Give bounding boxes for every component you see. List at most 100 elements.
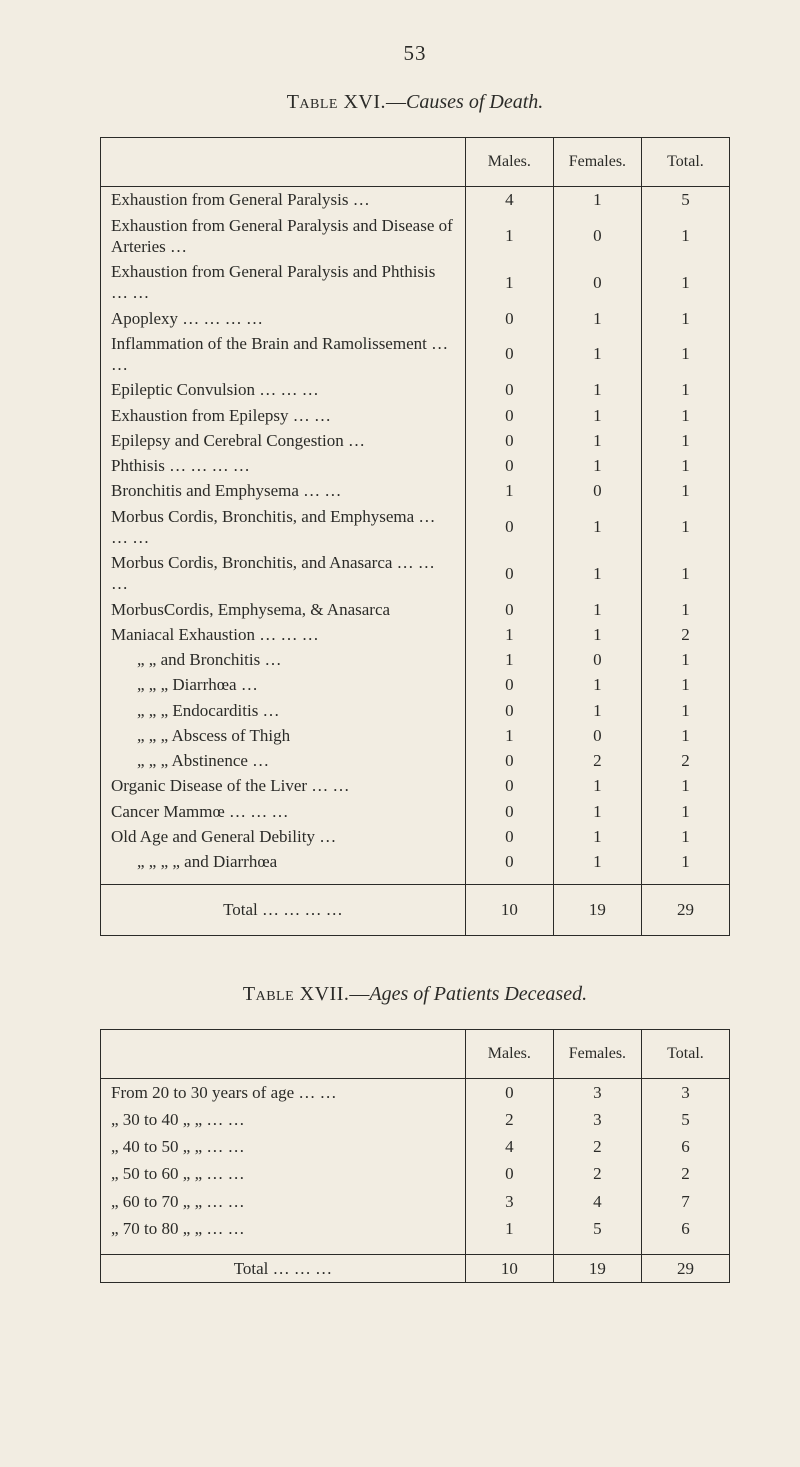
table16-total-cell: 1 (641, 331, 729, 378)
table17-total-cell: 6 (641, 1215, 729, 1242)
table17: Males. Females. Total. From 20 to 30 yea… (100, 1029, 730, 1284)
table17-title: Table XVII.—Ages of Patients Deceased. (100, 982, 730, 1007)
table16-total-cell: 1 (641, 213, 729, 260)
table16-males-cell: 0 (465, 698, 553, 723)
table17-males-cell: 3 (465, 1188, 553, 1215)
table17-males-cell: 4 (465, 1133, 553, 1160)
table16-total-cell: 1 (641, 453, 729, 478)
table16-males-cell: 1 (465, 622, 553, 647)
table16-total-cell: 1 (641, 824, 729, 849)
table17-row: „ 50 to 60 „ „ … …022 (101, 1160, 730, 1187)
table16-total-cell: 1 (641, 550, 729, 597)
table16-males-cell: 1 (465, 647, 553, 672)
table17-females-cell: 5 (553, 1215, 641, 1242)
table16-label: Epileptic Convulsion … … … (101, 377, 466, 402)
table17-total-f: 19 (553, 1255, 641, 1283)
table16-row: „ „ „ Abstinence …022 (101, 748, 730, 773)
table16-label: „ „ „ Diarrhœa … (101, 672, 466, 697)
table16: Males. Females. Total. Exhaustion from G… (100, 137, 730, 935)
table16-total-t: 29 (641, 885, 729, 935)
table16-total-cell: 5 (641, 187, 729, 213)
table16-title-dash: — (386, 91, 406, 113)
table16-row: Bronchitis and Emphysema … …101 (101, 478, 730, 503)
table16-males-cell: 1 (465, 213, 553, 260)
table17-total-cell: 7 (641, 1188, 729, 1215)
table17-head-males: Males. (465, 1029, 553, 1078)
table17-row: „ 70 to 80 „ „ … …156 (101, 1215, 730, 1242)
table17-row: „ 60 to 70 „ „ … …347 (101, 1188, 730, 1215)
table16-males-cell: 0 (465, 799, 553, 824)
table16-males-cell: 0 (465, 428, 553, 453)
table17-males-cell: 1 (465, 1215, 553, 1242)
table16-label: „ „ „ „ and Diarrhœa (101, 849, 466, 874)
table16-males-cell: 0 (465, 377, 553, 402)
table17-label: „ 50 to 60 „ „ … … (101, 1160, 466, 1187)
table16-males-cell: 0 (465, 824, 553, 849)
table16-label: „ „ „ Abstinence … (101, 748, 466, 773)
table16-row: Exhaustion from Epilepsy … …011 (101, 403, 730, 428)
table17-label: „ 60 to 70 „ „ … … (101, 1188, 466, 1215)
table16-males-cell: 0 (465, 849, 553, 874)
table17-females-cell: 2 (553, 1133, 641, 1160)
table16-total-cell: 1 (641, 799, 729, 824)
table17-title-dash: — (349, 983, 369, 1005)
table16-total-cell: 1 (641, 698, 729, 723)
table16-males-cell: 0 (465, 504, 553, 551)
table16-title-sc: Table XVI. (287, 91, 386, 113)
table17-head-females: Females. (553, 1029, 641, 1078)
table16-row: Exhaustion from General Paralysis and Ph… (101, 259, 730, 306)
table17-females-cell: 3 (553, 1106, 641, 1133)
table16-title-it: Causes of Death. (406, 91, 543, 113)
table17-label: „ 40 to 50 „ „ … … (101, 1133, 466, 1160)
table16-females-cell: 1 (553, 377, 641, 402)
table16-males-cell: 0 (465, 748, 553, 773)
table16-label: Old Age and General Debility … (101, 824, 466, 849)
table16-males-cell: 0 (465, 306, 553, 331)
table16-males-cell: 1 (465, 259, 553, 306)
table16-row: Inflammation of the Brain and Ramolissem… (101, 331, 730, 378)
table17-males-cell: 0 (465, 1078, 553, 1106)
table16-row: „ „ „ Abscess of Thigh101 (101, 723, 730, 748)
page-number: 53 (100, 40, 730, 66)
table16-females-cell: 0 (553, 259, 641, 306)
table16-females-cell: 1 (553, 773, 641, 798)
table16-row: Old Age and General Debility …011 (101, 824, 730, 849)
table16-males-cell: 0 (465, 331, 553, 378)
table16-females-cell: 1 (553, 403, 641, 428)
table16-row: Epilepsy and Cerebral Congestion …011 (101, 428, 730, 453)
table16-total-m: 10 (465, 885, 553, 935)
table16-total-cell: 1 (641, 672, 729, 697)
table16-row: MorbusCordis, Emphysema, & Anasarca011 (101, 597, 730, 622)
table16-row: Morbus Cordis, Bronchitis, and Emphysema… (101, 504, 730, 551)
table16-row: Phthisis … … … …011 (101, 453, 730, 478)
table17-males-cell: 0 (465, 1160, 553, 1187)
table16-females-cell: 0 (553, 723, 641, 748)
table16-label: „ „ „ Abscess of Thigh (101, 723, 466, 748)
table16-label: Epilepsy and Cerebral Congestion … (101, 428, 466, 453)
table16-females-cell: 0 (553, 213, 641, 260)
table16-females-cell: 1 (553, 331, 641, 378)
table16-label: Exhaustion from General Paralysis … (101, 187, 466, 213)
table16-label: „ „ „ Endocarditis … (101, 698, 466, 723)
table16-females-cell: 1 (553, 187, 641, 213)
table16-females-cell: 1 (553, 550, 641, 597)
table17-females-cell: 4 (553, 1188, 641, 1215)
table16-males-cell: 0 (465, 403, 553, 428)
table17-title-sc: Table XVII. (243, 983, 349, 1005)
table16-total-cell: 1 (641, 504, 729, 551)
table16-label: Maniacal Exhaustion … … … (101, 622, 466, 647)
table16-row: Morbus Cordis, Bronchitis, and Anasarca … (101, 550, 730, 597)
table16-row: Epileptic Convulsion … … …011 (101, 377, 730, 402)
table16-females-cell: 1 (553, 597, 641, 622)
table16-females-cell: 1 (553, 622, 641, 647)
table17-total-label: Total … … … (101, 1255, 466, 1283)
table16-label: Phthisis … … … … (101, 453, 466, 478)
table16-males-cell: 0 (465, 672, 553, 697)
table16-total-cell: 1 (641, 773, 729, 798)
table16-head-females: Females. (553, 138, 641, 187)
table17-females-cell: 3 (553, 1078, 641, 1106)
table16-label: Morbus Cordis, Bronchitis, and Anasarca … (101, 550, 466, 597)
table16-label: Bronchitis and Emphysema … … (101, 478, 466, 503)
table17-total-t: 29 (641, 1255, 729, 1283)
table16-males-cell: 4 (465, 187, 553, 213)
